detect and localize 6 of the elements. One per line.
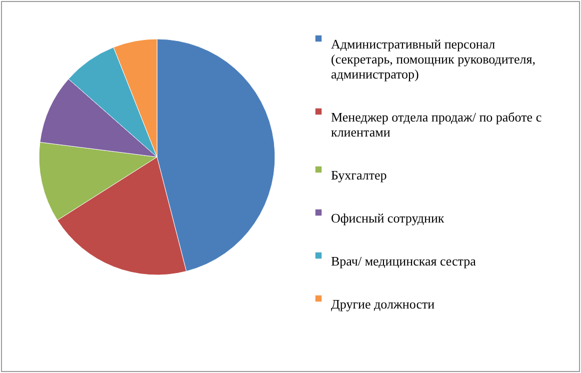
legend-label: Другие должности — [331, 296, 435, 312]
legend-label: Врач/ медицинская сестра — [331, 254, 476, 268]
legend-label: Административный персонал (секретарь, помощник руководителя, администратор) — [331, 36, 536, 82]
legend-label: Бухгалтер — [331, 168, 387, 182]
legend-label: Офисный сотрудник — [331, 210, 445, 226]
legend-label: Менеджер отдела продаж/ по работе с клиентами — [331, 110, 542, 140]
